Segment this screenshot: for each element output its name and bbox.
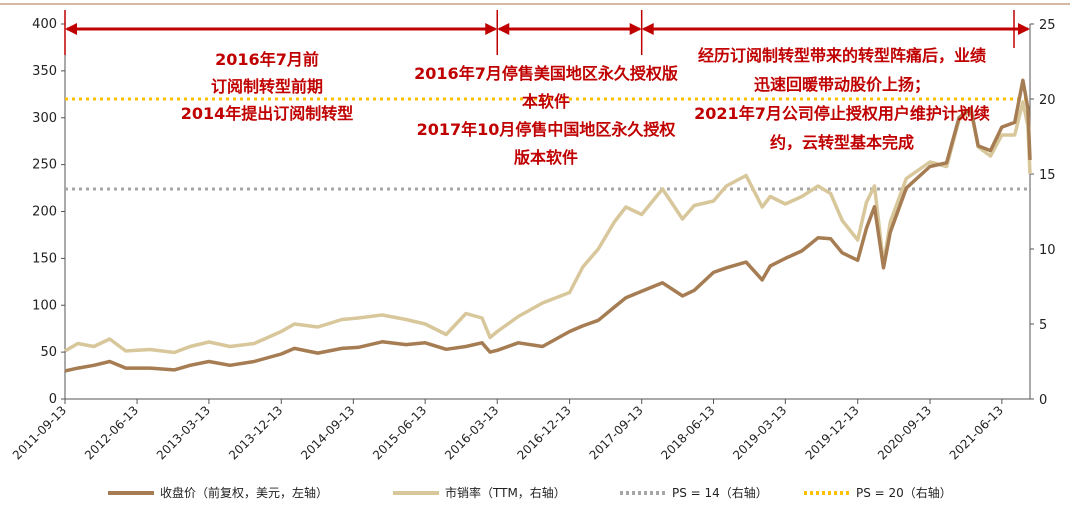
annotation-3-line: 约，云转型基本完成: [770, 133, 914, 152]
span-arrow-left: [497, 23, 510, 35]
x-tick-label: 2016-12-13: [515, 403, 574, 462]
legend-label: PS = 20（右轴）: [856, 485, 952, 500]
right-tick-label: 25: [1039, 18, 1056, 33]
annotation-3-line: 经历订阅制转型带来的转型阵痛后，业绩: [698, 46, 986, 65]
legend: 收盘价（前复权，美元，左轴） 市销率（TTM，右轴） PS = 14（右轴） PS =…: [108, 485, 952, 500]
x-tick-label: 2019-03-13: [730, 403, 789, 462]
annotation-3-line: 2021年7月公司停止授权用户维护计划续: [694, 104, 990, 123]
span-arrow-right: [1018, 23, 1030, 35]
left-tick-label: 200: [32, 205, 57, 220]
left-tick-label: 350: [32, 64, 57, 79]
span-arrow-left: [641, 23, 654, 35]
x-tick-label: 2014-09-13: [298, 403, 357, 462]
x-tick-label: 2019-12-13: [803, 403, 862, 462]
left-tick-label: 400: [32, 17, 57, 32]
annotation-2-line: 2016年7月停售美国地区永久授权版: [414, 64, 678, 83]
span-arrow-left: [65, 23, 77, 35]
legend-item-4: PS = 20（右轴）: [804, 485, 952, 500]
span-arrow-right: [629, 23, 642, 35]
x-tick-label: 2012-06-13: [82, 403, 141, 462]
period-span-2: [496, 10, 642, 55]
right-tick-label: 0: [1039, 393, 1047, 408]
period-span-1: [64, 10, 498, 55]
right-tick-label: 15: [1039, 168, 1056, 183]
legend-label: 收盘价（前复权，美元，左轴）: [160, 485, 328, 500]
annotation-2-line: 2017年10月停售中国地区永久授权: [417, 120, 677, 139]
annotation-2-line: 版本软件: [513, 148, 578, 167]
x-tick-label: 2016-03-13: [442, 403, 501, 462]
right-tick-label: 20: [1039, 93, 1056, 108]
x-tick-label: 2021-06-13: [947, 403, 1006, 462]
ps-ttm-series-line: [64, 100, 1032, 355]
legend-item-1: 收盘价（前复权，美元，左轴）: [108, 485, 328, 500]
series-layer: [64, 78, 1032, 373]
left-tick-label: 0: [49, 392, 57, 407]
left-tick-label: 250: [32, 158, 57, 173]
x-tick-label: 2013-03-13: [154, 403, 213, 462]
x-tick-label: 2013-12-13: [226, 403, 285, 462]
legend-item-3: PS = 14（右轴）: [620, 485, 768, 500]
span-arrow-right: [485, 23, 498, 35]
annotation-3-line: 迅速回暖带动股价上扬；: [754, 75, 930, 94]
right-tick-label: 5: [1039, 318, 1047, 333]
left-tick-label: 50: [40, 345, 57, 360]
annotation-1-line: 2016年7月前: [215, 50, 319, 69]
left-tick-label: 100: [32, 298, 57, 313]
x-tick-label: 2020-09-13: [875, 403, 934, 462]
left-tick-label: 150: [32, 251, 57, 266]
price-series-line: [64, 78, 1032, 373]
x-tick-label: 2015-06-13: [370, 403, 429, 462]
x-tick-label: 2017-09-13: [587, 403, 646, 462]
period-span-3: [640, 10, 1030, 55]
legend-item-2: 市销率（TTM，右轴）: [393, 485, 566, 500]
period-spans: [64, 10, 1030, 55]
legend-label: PS = 14（右轴）: [672, 485, 768, 500]
annotation-1-line: 订阅制转型前期: [211, 77, 323, 96]
legend-label: 市销率（TTM，右轴）: [445, 485, 566, 500]
annotation-1-line: 2014年提出订阅制转型: [181, 104, 354, 123]
x-tick-label: 2011-09-13: [10, 403, 69, 462]
left-tick-label: 300: [32, 111, 57, 126]
annotation-2-line: 本软件: [522, 92, 570, 111]
x-tick-label: 2018-06-13: [658, 403, 717, 462]
right-tick-label: 10: [1039, 243, 1056, 258]
